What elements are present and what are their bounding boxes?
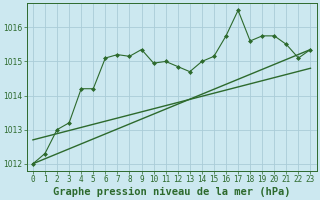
X-axis label: Graphe pression niveau de la mer (hPa): Graphe pression niveau de la mer (hPa) — [53, 186, 291, 197]
